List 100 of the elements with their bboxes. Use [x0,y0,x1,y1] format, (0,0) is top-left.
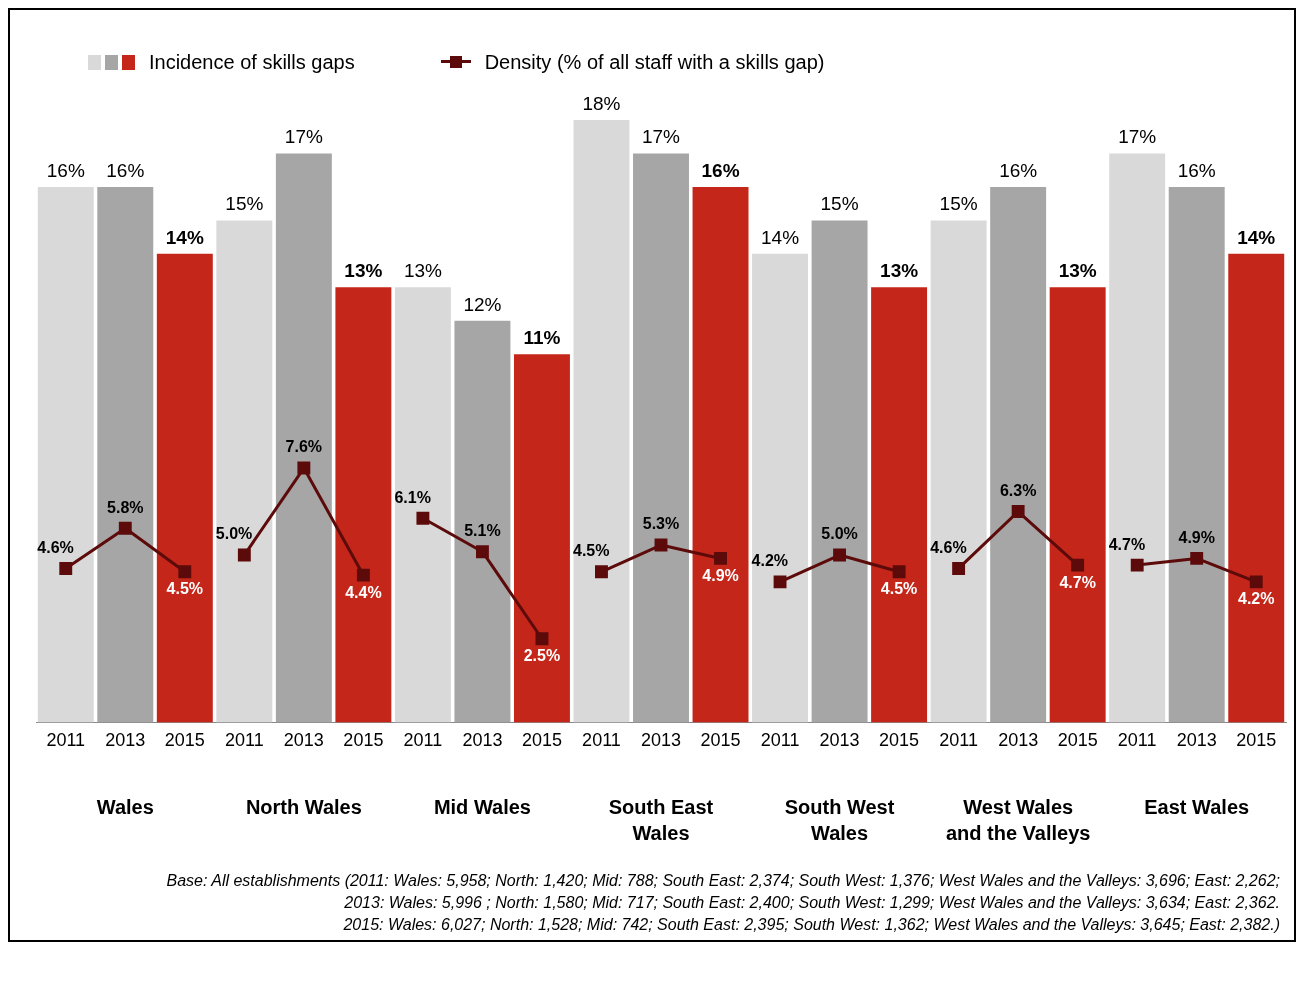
bar [1049,287,1106,723]
bar [871,287,928,723]
text: North Wales [245,795,362,818]
point [59,562,73,575]
data-label: 4.5% [573,542,610,560]
data-label: 16% [106,159,145,181]
bar [513,354,570,723]
text: West Wales and the Valleys [945,795,1091,844]
bar [811,220,868,723]
data-label: 14% [165,226,204,248]
point [952,562,966,575]
point [1071,558,1085,572]
x-tick-label: 2015 [1057,730,1098,751]
point [654,538,668,552]
x-tick-label: 2011 [582,730,621,751]
bar [335,287,392,723]
bar [692,186,749,723]
data-label: 4.7% [1108,535,1146,553]
bar [1109,153,1166,723]
x-tick-label: 2015 [879,730,920,751]
x-tick-label: 2013 [1176,730,1217,751]
data-label: 5.0% [821,525,858,543]
point [118,521,132,535]
data-label: 15% [820,193,859,215]
x-tick-label: 2013 [998,730,1039,751]
data-label: 4.2% [1238,590,1275,608]
bar [752,253,809,723]
data-label: 13% [403,260,443,282]
point [1249,575,1263,589]
x-tick-label: 2015 [343,730,384,751]
data-label: 2.5% [523,647,561,665]
text: Mid Wales [433,795,531,818]
text: South West Wales [784,795,895,844]
point [1130,558,1144,572]
point [297,461,311,475]
data-label: 5.0% [215,525,253,543]
x-tick-label: 2011 [760,730,800,751]
point [356,568,370,582]
data-label: 4.4% [345,583,382,601]
data-label: 16% [701,159,740,181]
point [178,565,192,579]
x-tick-label: 2013 [462,730,503,751]
x-tick-label: 2011 [46,730,86,751]
data-label: 5.3% [642,515,680,533]
legend-label: Incidence of skills gaps [149,50,355,74]
point [535,632,549,646]
data-label: 15% [939,193,978,215]
data-label: 4.5% [880,580,918,598]
data-label: 4.9% [1178,528,1215,546]
point [773,575,787,589]
point [237,548,251,562]
bar [930,220,987,723]
x-tick-label: 2011 [1117,730,1157,751]
data-label: 4.6% [37,538,74,556]
point [595,565,608,579]
point [714,551,727,565]
text: East Wales [1144,795,1250,818]
data-label: 4.9% [702,566,739,584]
point [475,545,489,559]
data-label: 4.5% [166,580,204,598]
data-label: 13% [344,260,383,282]
data-label: 12% [463,293,502,315]
x-tick-label: 2011 [224,730,264,751]
bar [37,186,94,723]
bar [1228,253,1285,723]
data-label: 15% [225,193,264,215]
bar [573,120,630,723]
text: South East Wales [608,795,714,844]
x-tick-label: 2011 [939,730,978,751]
x-tick-label: 2015 [521,730,562,751]
x-tick-label: 2013 [640,730,682,751]
data-label: 13% [880,260,919,282]
x-tick-label: 2013 [819,730,860,751]
data-label: 16% [999,159,1038,181]
bar [216,220,273,723]
data-label: 13% [1058,260,1097,282]
point [892,565,906,579]
bar [394,287,451,723]
data-label: 17% [641,126,681,148]
data-label: 16% [46,159,85,181]
point [416,511,430,525]
legend-label: Density (% of all staff with a skills gap) [484,50,825,74]
x-tick-label: 2015 [164,730,205,751]
text: Base: All establishments (2011: Wales: 5,958; North: 1,420; Mid: 788; South East: 2,374; South West: 1,376; West Wales and the Valleys: 3,696; East: 2,262; 2013: Wales: 5,996 ; North: 1,580; Mid: 717; South East: 2,400; South West: 1,299; West Wales and the Valleys: 3,634; East: 2,362. 2015: Wales: 6,027; North: 1,528; Mid: 742; South East: 2,395; South West: 1,362; West Wales and the Valleys: 3,645; East: 2,382.) [165,871,1280,935]
text: Wales [96,795,154,818]
bar [156,253,213,723]
bar [454,320,511,723]
data-label: 7.6% [285,438,323,456]
data-label: 5.8% [107,498,144,516]
bar [1168,186,1225,723]
bar [990,186,1047,723]
data-label: 17% [1118,126,1157,148]
point [1190,551,1204,565]
point [1011,505,1025,519]
data-label: 4.2% [751,552,789,570]
x-tick-label: 2013 [105,730,146,751]
bar [633,153,689,723]
data-label: 4.6% [930,538,967,556]
x-tick-label: 2011 [403,730,443,751]
data-label: 6.3% [999,481,1037,499]
